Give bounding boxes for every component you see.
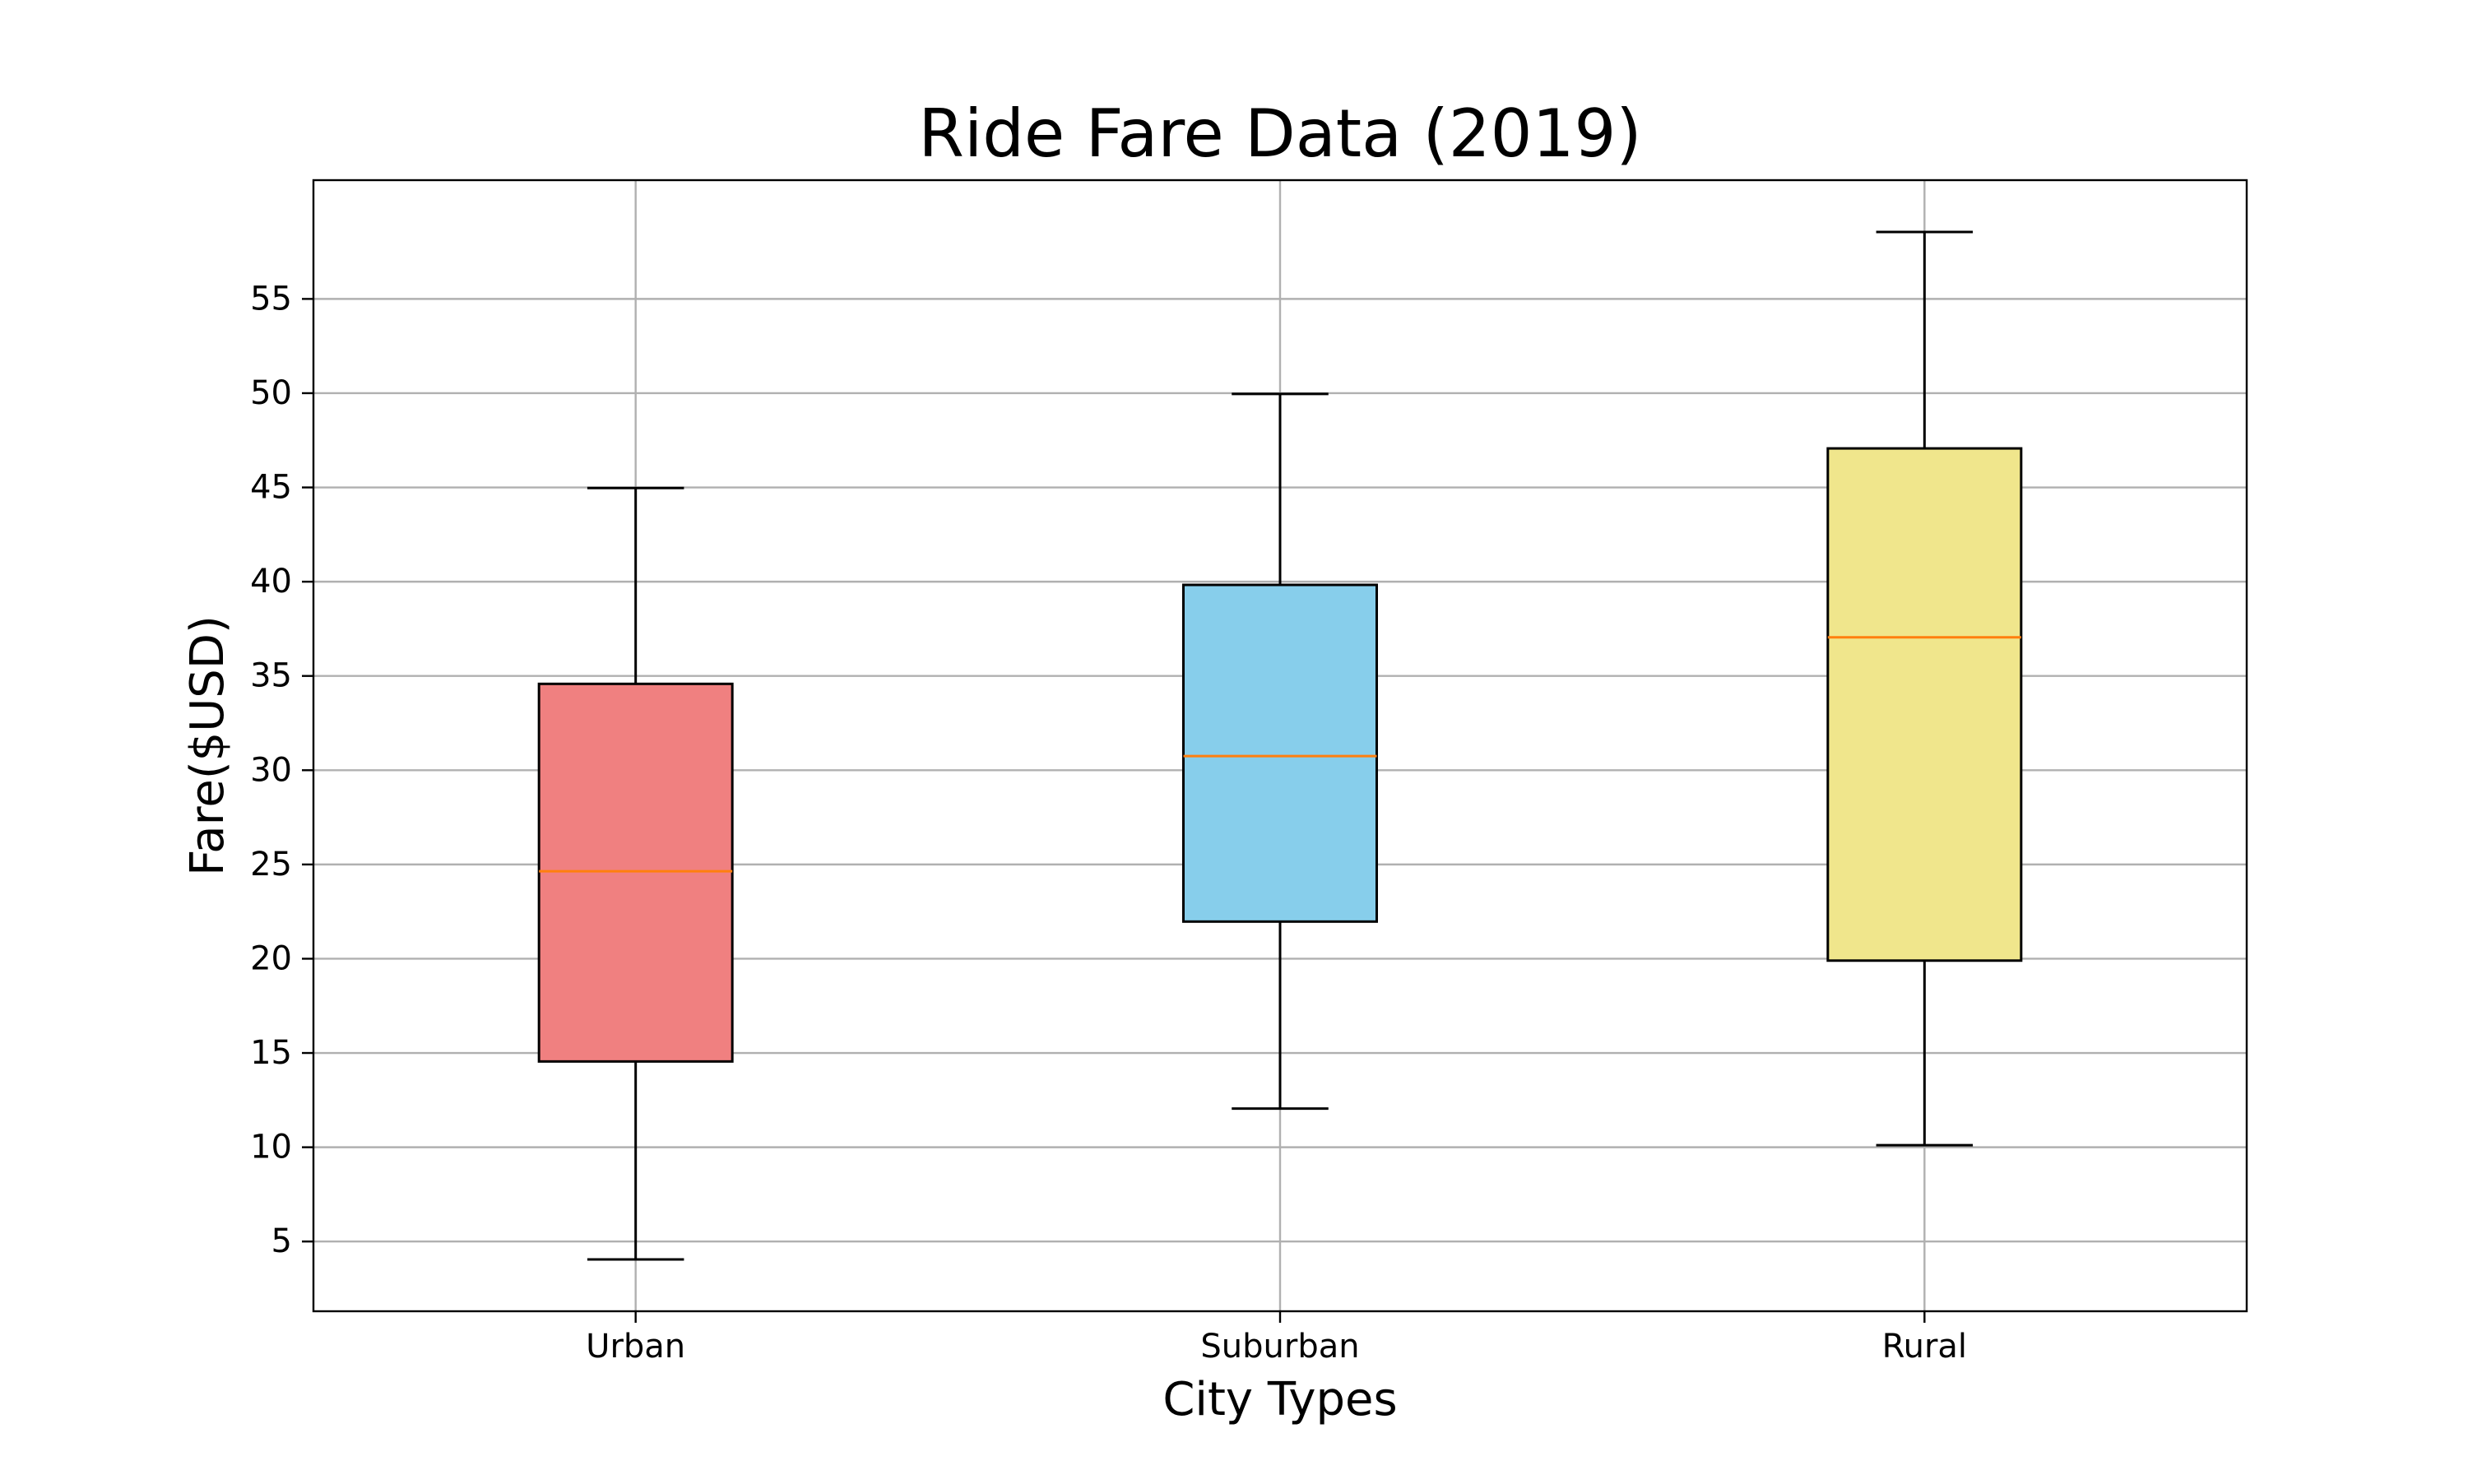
box-suburban bbox=[1182, 392, 1378, 1111]
y-tick-label: 10 bbox=[250, 1129, 292, 1166]
y-tick-label: 50 bbox=[250, 374, 292, 412]
y-tick-label: 30 bbox=[250, 751, 292, 789]
y-tick-label: 20 bbox=[250, 939, 292, 977]
x-axis-label: City Types bbox=[1162, 1373, 1397, 1426]
y-axis-label: Fare($USD) bbox=[181, 615, 234, 876]
box-layer bbox=[537, 230, 2023, 1261]
iqr-box bbox=[537, 682, 734, 1063]
y-tick-label: 25 bbox=[250, 846, 292, 883]
x-tick-label: Rural bbox=[1882, 1328, 1967, 1366]
y-tick-label: 15 bbox=[250, 1034, 292, 1072]
y-tick-label: 35 bbox=[250, 657, 292, 695]
x-tick-label: Suburban bbox=[1200, 1328, 1359, 1366]
tick-layer: 5 10 15 20 25 30 35 40 45 50 55 Urban Suburban Rural bbox=[250, 280, 1967, 1366]
x-tick-label: Urban bbox=[586, 1328, 685, 1366]
chart-title: Ride Fare Data (2019) bbox=[918, 95, 1641, 172]
iqr-box bbox=[1826, 447, 2023, 962]
y-tick-label: 40 bbox=[250, 563, 292, 601]
y-tick-label: 5 bbox=[271, 1222, 292, 1260]
iqr-box bbox=[1182, 583, 1378, 923]
y-tick-label: 55 bbox=[250, 280, 292, 318]
y-tick-label: 45 bbox=[250, 469, 292, 507]
box-rural bbox=[1826, 230, 2023, 1147]
box-urban bbox=[537, 486, 734, 1261]
